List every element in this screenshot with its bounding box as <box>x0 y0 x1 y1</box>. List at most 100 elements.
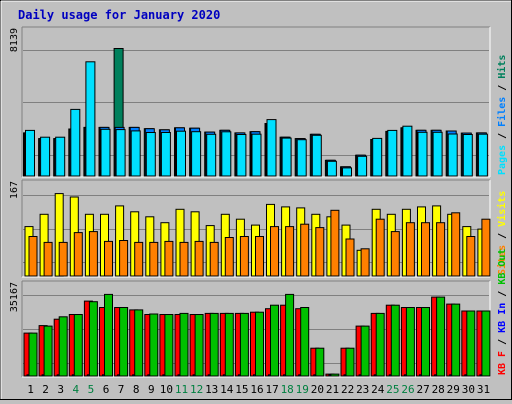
bar-sites-day-6 <box>104 240 113 277</box>
bar-kb-out-day-16 <box>255 311 264 377</box>
x-tick-label-day-31: 31 <box>477 383 490 396</box>
x-tick-label-day-26: 26 <box>401 383 414 396</box>
bar-sites-day-23 <box>360 248 370 277</box>
x-tick-label-day-6: 6 <box>103 383 110 396</box>
bar-sites-day-14 <box>224 237 234 277</box>
bar-pages-day-8 <box>130 130 141 177</box>
bar-kb-out-day-21 <box>330 373 340 377</box>
legend-separator: / <box>497 227 508 245</box>
x-tick-label-day-24: 24 <box>371 383 385 396</box>
bar-pages-day-20 <box>311 134 322 177</box>
x-tick-label-day-27: 27 <box>416 383 429 396</box>
bar-sites-day-19 <box>300 223 310 277</box>
x-tick-label-day-4: 4 <box>72 383 79 396</box>
bar-kb-out-day-24 <box>375 312 385 377</box>
bar-kb-out-day-26 <box>405 307 415 377</box>
x-tick-label-day-3: 3 <box>57 383 64 396</box>
bar-kb-out-day-23 <box>360 325 370 377</box>
bar-kb-out-day-28 <box>436 296 446 377</box>
bar-sites-day-12 <box>194 240 204 277</box>
bar-kb-out-day-29 <box>451 303 461 377</box>
bar-pages-day-10 <box>160 132 171 177</box>
bar-kb-out-day-15 <box>239 312 249 377</box>
x-tick-label-day-28: 28 <box>432 383 445 396</box>
bar-pages-day-2 <box>40 136 51 177</box>
x-tick-label-day-1: 1 <box>27 383 34 396</box>
x-tick-label-day-20: 20 <box>311 383 324 396</box>
chart-panels: 8139 Pages / Files / Hits 167 Sites / Visit… <box>9 26 508 378</box>
x-tick-label-day-8: 8 <box>133 383 140 396</box>
bar-kb-out-day-9 <box>149 313 159 377</box>
panel-3: 35167 KB F / KB In / KB Out <box>9 249 508 378</box>
x-tick-label-day-10: 10 <box>160 383 173 396</box>
bar-pages-day-18 <box>281 137 292 177</box>
bar-pages-day-16 <box>251 133 262 177</box>
bar-pages-day-14 <box>221 131 232 177</box>
bar-sites-day-29 <box>451 212 461 277</box>
legend-entry-pages: Pages <box>497 145 508 175</box>
x-tick-label-day-29: 29 <box>447 383 460 396</box>
x-tick-label-day-11: 11 <box>175 383 188 396</box>
bar-kb-out-day-19 <box>300 307 310 377</box>
x-tick-label-day-7: 7 <box>118 383 125 396</box>
bar-sites-day-1 <box>28 236 38 277</box>
bar-sites-day-18 <box>285 226 295 277</box>
bar-pages-day-24 <box>372 137 383 177</box>
bar-sites-day-5 <box>88 231 98 277</box>
bar-sites-day-21 <box>330 209 340 277</box>
bar-kb-out-day-22 <box>345 347 355 377</box>
legend-entry-visits: Visits <box>496 191 508 227</box>
bar-sites-day-25 <box>390 231 400 277</box>
x-tick-label-day-17: 17 <box>265 383 278 396</box>
bar-sites-day-27 <box>421 222 430 277</box>
bar-kb-out-day-6 <box>104 293 113 377</box>
x-tick-label-day-16: 16 <box>250 383 263 396</box>
legend-separator: / <box>497 79 508 97</box>
bar-sites-day-15 <box>239 236 249 277</box>
bar-kb-out-day-27 <box>421 307 430 377</box>
bar-kb-out-day-17 <box>270 304 279 377</box>
bar-sites-day-13 <box>209 241 219 277</box>
bar-pages-day-31 <box>477 133 488 177</box>
legend-entry-sites: Sites <box>496 245 508 275</box>
bar-pages-day-21 <box>326 160 337 177</box>
bar-pages-day-13 <box>206 133 217 177</box>
side-legend: KB F / KB In / KB Out <box>497 249 508 375</box>
bar-sites-day-24 <box>375 218 385 277</box>
bar-pages-day-5 <box>85 61 96 177</box>
bar-kb-out-day-1 <box>28 332 38 377</box>
bar-pages-day-11 <box>176 130 186 177</box>
bar-pages-day-7 <box>115 129 126 177</box>
bar-sites-day-2 <box>43 241 53 277</box>
bar-kb-out-day-11 <box>179 312 189 377</box>
bar-sites-day-20 <box>315 227 325 277</box>
x-tick-label-day-18: 18 <box>281 383 294 396</box>
panel-1: 8139 Pages / Files / Hits <box>9 26 508 178</box>
x-tick-label-day-23: 23 <box>356 383 369 396</box>
x-tick-label-day-30: 30 <box>462 383 475 396</box>
legend-separator: / <box>497 333 508 351</box>
bar-sites-day-17 <box>270 226 279 277</box>
legend-entry-files: Files <box>496 97 508 127</box>
bar-sites-day-7 <box>119 240 129 277</box>
x-tick-label-day-14: 14 <box>220 383 234 396</box>
bar-sites-day-8 <box>134 241 144 277</box>
panel-2: 167 Sites / Visits <box>9 179 508 278</box>
x-axis-labels: 1 2 3 4 5 6 7 8 9 10 11 12 13 14 15 16 17 18 19 20 21 22 23 24 2… <box>27 383 490 396</box>
bar-pages-day-28 <box>432 131 443 177</box>
bar-kb-out-day-5 <box>88 301 98 377</box>
bar-sites-day-31 <box>481 218 491 277</box>
bar-sites-day-4 <box>73 232 83 277</box>
bar-pages-day-26 <box>402 125 413 177</box>
bar-sites-day-28 <box>436 222 446 277</box>
legend-entry-hits: Hits <box>496 55 508 79</box>
legend-separator: / <box>497 285 508 303</box>
bar-sites-day-22 <box>345 238 355 277</box>
legend-separator: / <box>497 127 508 145</box>
y-max-label: 35167 <box>9 282 20 312</box>
bar-sites-day-9 <box>149 241 159 277</box>
x-tick-label-day-5: 5 <box>88 383 95 396</box>
x-tick-label-day-15: 15 <box>235 383 248 396</box>
bar-kb-out-day-25 <box>390 304 400 377</box>
bar-sites-day-26 <box>405 222 415 277</box>
